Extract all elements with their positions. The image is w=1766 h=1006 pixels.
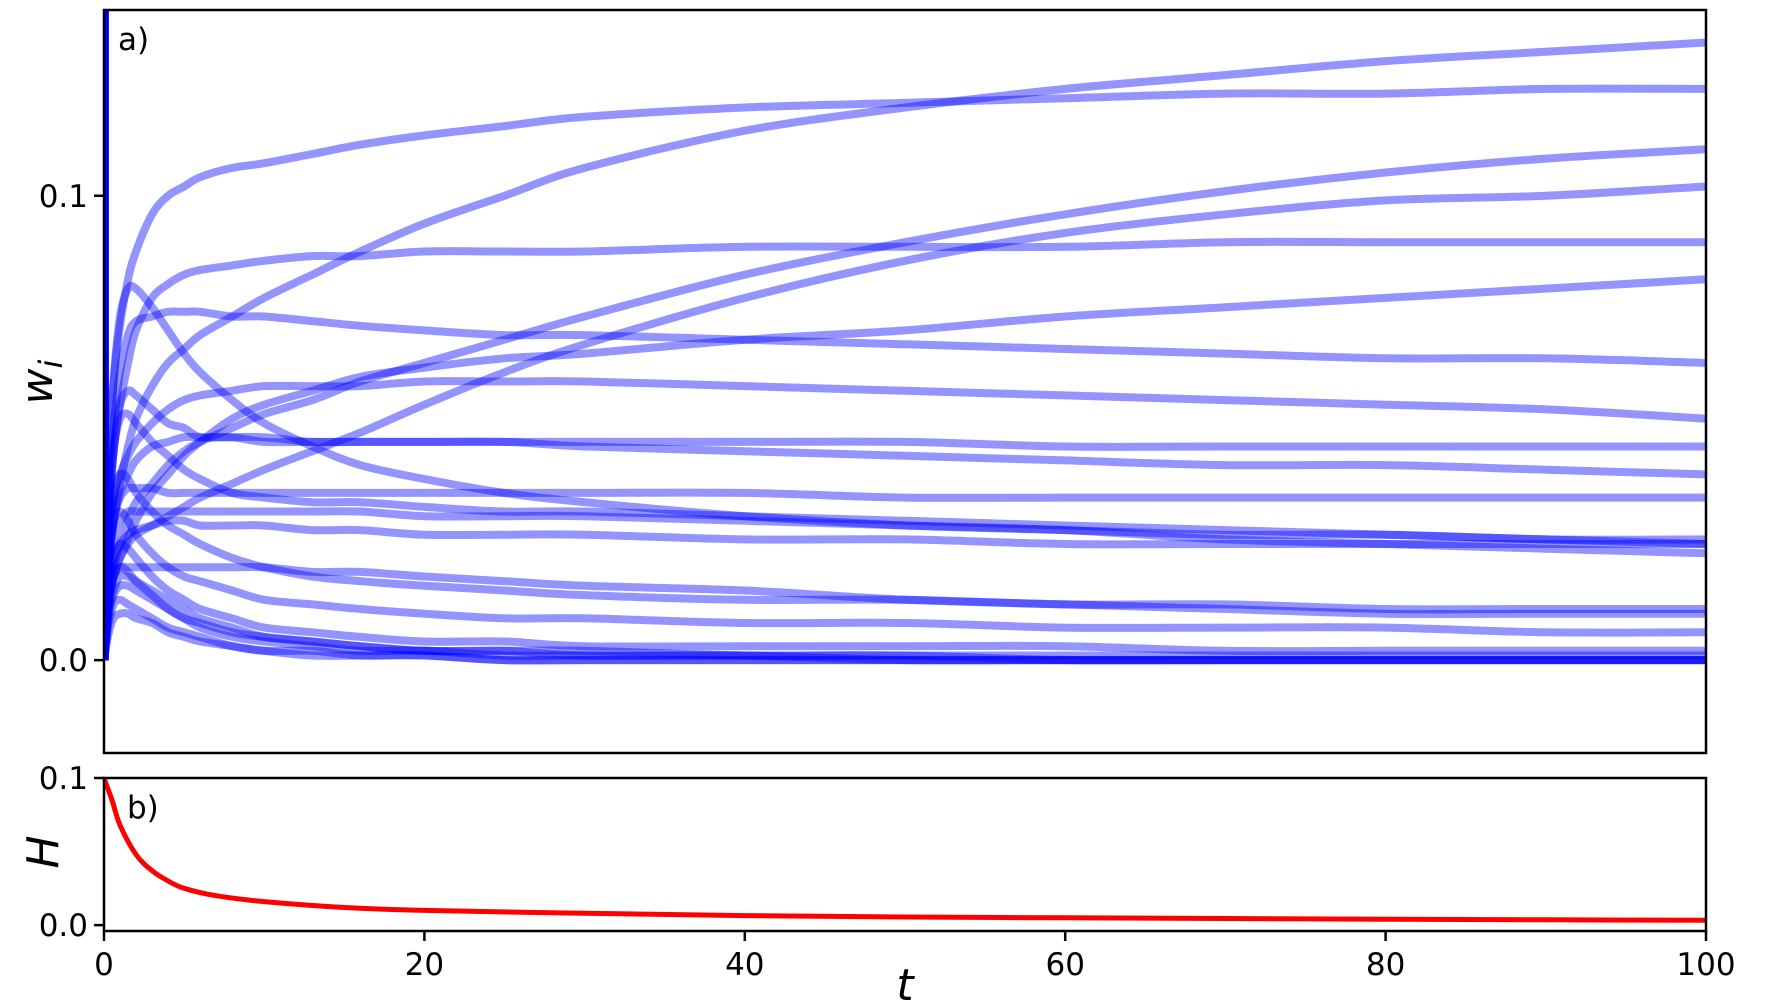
- series-line-22: [104, 595, 1706, 665]
- series-line-5: [104, 237, 1706, 661]
- panel-b-x-ticks: 0 20 40 60 80 100: [94, 931, 1736, 983]
- x-tick-label: 60: [1045, 947, 1084, 983]
- panel-b-y-axis-label: H: [18, 835, 69, 868]
- series-line-14: [104, 506, 1706, 661]
- series-line-20: [104, 563, 1706, 661]
- y-label-w: w: [12, 367, 63, 404]
- panel-b-frame: [102, 776, 1708, 933]
- x-axis-label: t: [896, 960, 915, 1006]
- panel-b-y-ticks: 0.0 0.1: [39, 761, 104, 944]
- series-line-1: [104, 84, 1706, 661]
- series-line-13: [104, 409, 1706, 661]
- panel-a-frame: [102, 8, 1708, 755]
- series-line-18: [104, 507, 1706, 661]
- panel-a-y-axis-label: wi: [12, 359, 70, 404]
- panel-a-y-ticks: 0.0 0.1: [39, 179, 104, 679]
- series-line-23: [104, 571, 1706, 665]
- x-tick-label: 100: [1676, 947, 1735, 983]
- x-tick-label: 0: [94, 947, 114, 983]
- panel-a: 0.0 0.1 a) wi: [12, 8, 1708, 755]
- panel-b: 0.0 0.1 0 20 40 60 80 100 b) H t: [18, 761, 1736, 1006]
- x-tick-label: 40: [725, 947, 764, 983]
- panel-b-y-tick-label: 0.0: [39, 908, 88, 944]
- series-line-8: [104, 377, 1706, 661]
- series-line-7: [104, 307, 1706, 661]
- series-line-12: [104, 483, 1706, 661]
- series-line-15: [104, 516, 1706, 661]
- panel-b-y-tick-label: 0.1: [39, 761, 88, 797]
- series-line-3: [104, 145, 1706, 661]
- panel-a-label: a): [118, 22, 149, 58]
- panel-a-series-group: [104, 10, 1706, 665]
- entropy-line: [104, 778, 1706, 923]
- series-line-19: [104, 539, 1706, 661]
- x-tick-label: 20: [405, 947, 444, 983]
- series-line-17: [104, 562, 1706, 661]
- series-line-9: [104, 281, 1706, 661]
- series-line-24: [104, 609, 1706, 665]
- panel-b-label: b): [127, 790, 159, 826]
- series-line-10: [104, 386, 1706, 661]
- series-line-11: [104, 432, 1706, 661]
- series-line-2: [104, 38, 1706, 661]
- panel-b-series-group: [104, 778, 1706, 923]
- series-line-16: [104, 469, 1706, 661]
- series-line-21: [104, 580, 1706, 665]
- series-line-4: [104, 182, 1706, 661]
- panel-a-y-tick-label: 0.0: [39, 643, 88, 679]
- series-line-6: [104, 275, 1706, 661]
- x-tick-label: 80: [1366, 947, 1405, 983]
- y-label-subscript-i: i: [32, 359, 70, 368]
- panel-a-y-tick-label: 0.1: [39, 179, 88, 215]
